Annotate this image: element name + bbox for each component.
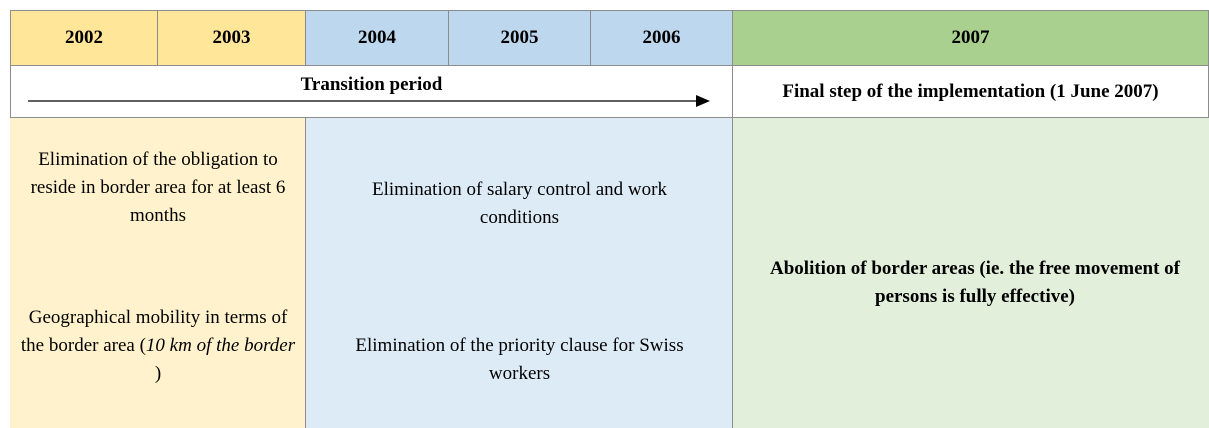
phase2-item: Elimination of the priority clause for S… <box>355 335 684 384</box>
final-step-label: Final step of the implementation (1 June… <box>782 80 1159 102</box>
year-header: 2005 <box>448 10 591 66</box>
year-header: 2006 <box>590 10 733 66</box>
transition-label: Transition period <box>300 74 443 95</box>
text: ) <box>154 363 162 384</box>
phase3-cell: Abolition of border areas (ie. the free … <box>732 118 1209 428</box>
year-header: 2007 <box>732 10 1209 66</box>
phase2-item: Elimination of salary control and work c… <box>372 179 667 228</box>
year-header: 2003 <box>157 10 306 66</box>
phase3-item: Abolition of border areas (ie. the free … <box>770 258 1180 307</box>
phase1-cell: Elimination of the obligation to reside … <box>10 118 306 428</box>
final-step-cell: Final step of the implementation (1 June… <box>732 66 1209 118</box>
phase2-cell: Elimination of salary control and work c… <box>305 118 733 428</box>
year-header: 2002 <box>10 10 158 66</box>
phase1-item: Elimination of the obligation to reside … <box>30 149 286 226</box>
year-header: 2004 <box>305 10 449 66</box>
transition-arrow <box>28 95 710 107</box>
text: Geographical mobility in terms of the bo… <box>20 307 288 356</box>
italic-text: 10 km of the border <box>145 335 296 356</box>
phase1-item: Geographical mobility in terms of the bo… <box>10 304 306 388</box>
